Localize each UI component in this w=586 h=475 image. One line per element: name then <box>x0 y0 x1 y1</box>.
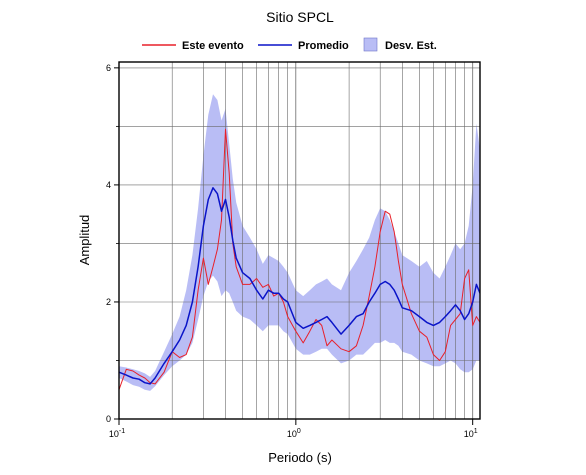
plot-frame <box>118 61 481 420</box>
y-tick-label: 6 <box>106 63 111 73</box>
series-line-promedio <box>119 187 480 385</box>
series-line-este-evento <box>119 128 480 390</box>
chart-title: Sitio SPCL <box>266 9 334 25</box>
legend: Este evento Promedio Desv. Est. <box>142 37 437 52</box>
legend-label-promedio: Promedio <box>298 40 349 52</box>
x-tick-label: 101 <box>464 428 478 439</box>
band-layer <box>119 94 480 391</box>
legend-label-este-evento: Este evento <box>182 40 244 52</box>
y-tick-label: 4 <box>106 180 111 190</box>
y-tick-label: 2 <box>106 297 111 307</box>
legend-label-desv-est: Desv. Est. <box>385 40 437 52</box>
grid-layer <box>119 62 480 419</box>
x-tick-label: 10-1 <box>109 428 125 439</box>
y-tick-label: 0 <box>106 414 111 424</box>
legend-swatch-desv-est <box>363 37 378 52</box>
series-layer <box>119 128 480 390</box>
x-axis-label: Periodo (s) <box>268 450 332 465</box>
x-tick-label: 100 <box>287 428 301 439</box>
std-dev-band <box>119 94 480 391</box>
y-axis-label: Amplitud <box>77 215 92 266</box>
tick-layer: 10-1 100 101 0 2 4 6 <box>106 63 478 439</box>
